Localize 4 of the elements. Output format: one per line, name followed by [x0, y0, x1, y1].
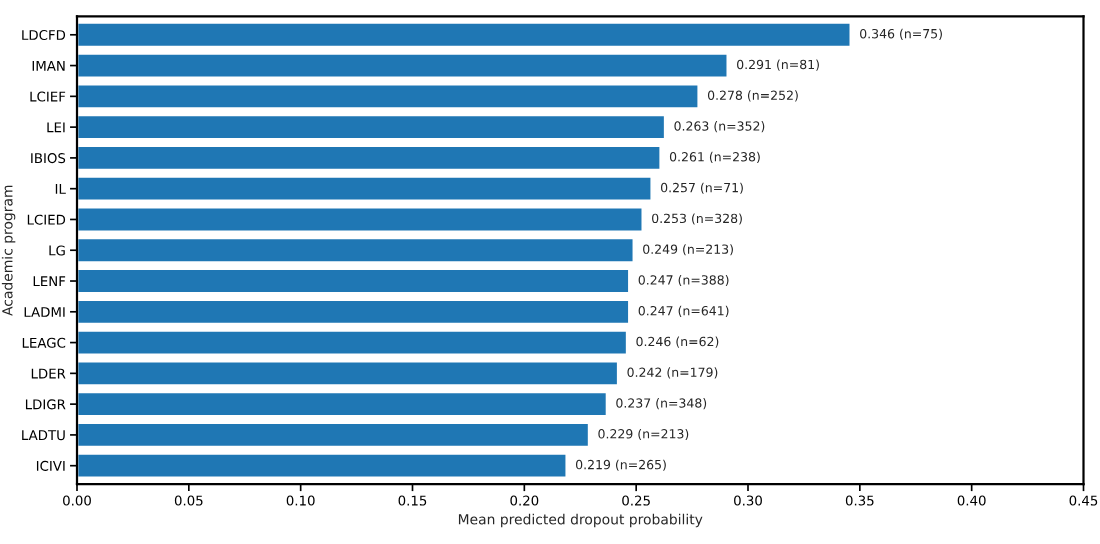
bar: [77, 51, 730, 80]
bar: [77, 21, 853, 49]
bar: [77, 205, 645, 234]
bar: [77, 328, 629, 357]
